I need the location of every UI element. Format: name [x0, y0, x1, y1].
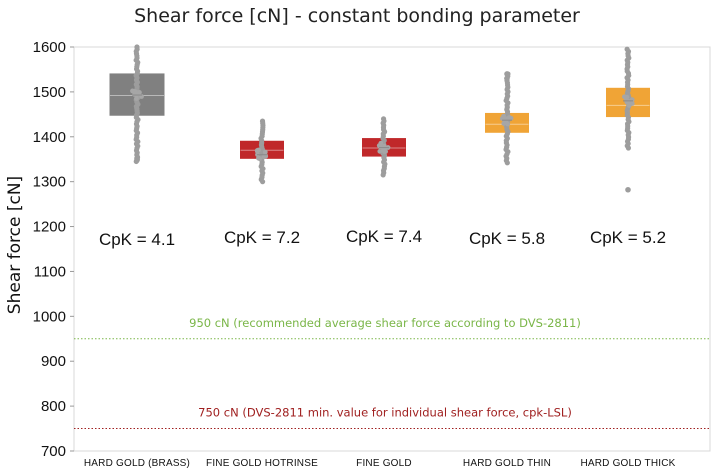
- y-axis-label: Shear force [cN]: [5, 176, 25, 314]
- x-tick-label: FINE GOLD HOTRINSE: [206, 458, 318, 469]
- reference-line-label: 950 cN (recommended average shear force …: [189, 316, 581, 330]
- y-tick-label: 900: [41, 353, 66, 370]
- cpk-annotation: CpK = 4.1: [99, 230, 175, 249]
- data-point: [380, 172, 386, 178]
- plot-area: 700 800 900 1000 1100 1200 1300 1400 1500 1600 950…: [33, 39, 711, 469]
- cpk-annotation: CpK = 7.2: [224, 228, 300, 247]
- y-tick-label: 1200: [33, 219, 66, 236]
- data-point: [629, 101, 635, 106]
- data-point: [622, 94, 627, 100]
- y-tick-label: 1300: [33, 174, 66, 191]
- data-point: [254, 148, 260, 153]
- data-point: [259, 179, 266, 185]
- data-point: [132, 88, 138, 94]
- data-point: [377, 148, 383, 154]
- data-point: [505, 121, 511, 127]
- data-point: [134, 96, 139, 101]
- y-tick-label: 1600: [33, 39, 66, 56]
- outlier-point: [625, 186, 631, 193]
- data-point: [625, 145, 632, 151]
- data-point: [137, 89, 142, 95]
- y-tick-label: 1500: [33, 84, 66, 101]
- plot-frame: [73, 46, 711, 452]
- data-point: [624, 99, 630, 105]
- y-tick-label: 700: [41, 443, 66, 460]
- outlier-point: [504, 75, 510, 82]
- outlier-point: [134, 155, 140, 162]
- y-tick-label: 1000: [33, 308, 66, 325]
- data-point: [381, 146, 386, 152]
- reference-line-label: 750 cN (DVS-2811 min. value for individu…: [198, 406, 572, 420]
- y-tick-label: 800: [41, 398, 66, 415]
- cpk-annotation: CpK = 5.2: [590, 228, 666, 247]
- data-point: [504, 160, 510, 166]
- y-tick-label: 1100: [34, 263, 66, 280]
- outlier-point: [504, 71, 510, 77]
- x-tick-label: FINE GOLD: [356, 458, 412, 469]
- x-tick-label: HARD GOLD (BRASS): [84, 458, 190, 469]
- chart-title: Shear force [cN] - constant bonding para…: [134, 5, 580, 27]
- y-tick-label: 1400: [33, 129, 66, 146]
- x-tick-label: HARD GOLD THIN: [463, 458, 551, 469]
- data-point: [504, 116, 510, 122]
- data-point: [508, 115, 514, 121]
- cpk-annotation: CpK = 7.4: [346, 227, 422, 246]
- cpk-annotation: CpK = 5.8: [469, 229, 545, 248]
- x-tick-label: HARD GOLD THICK: [580, 458, 675, 469]
